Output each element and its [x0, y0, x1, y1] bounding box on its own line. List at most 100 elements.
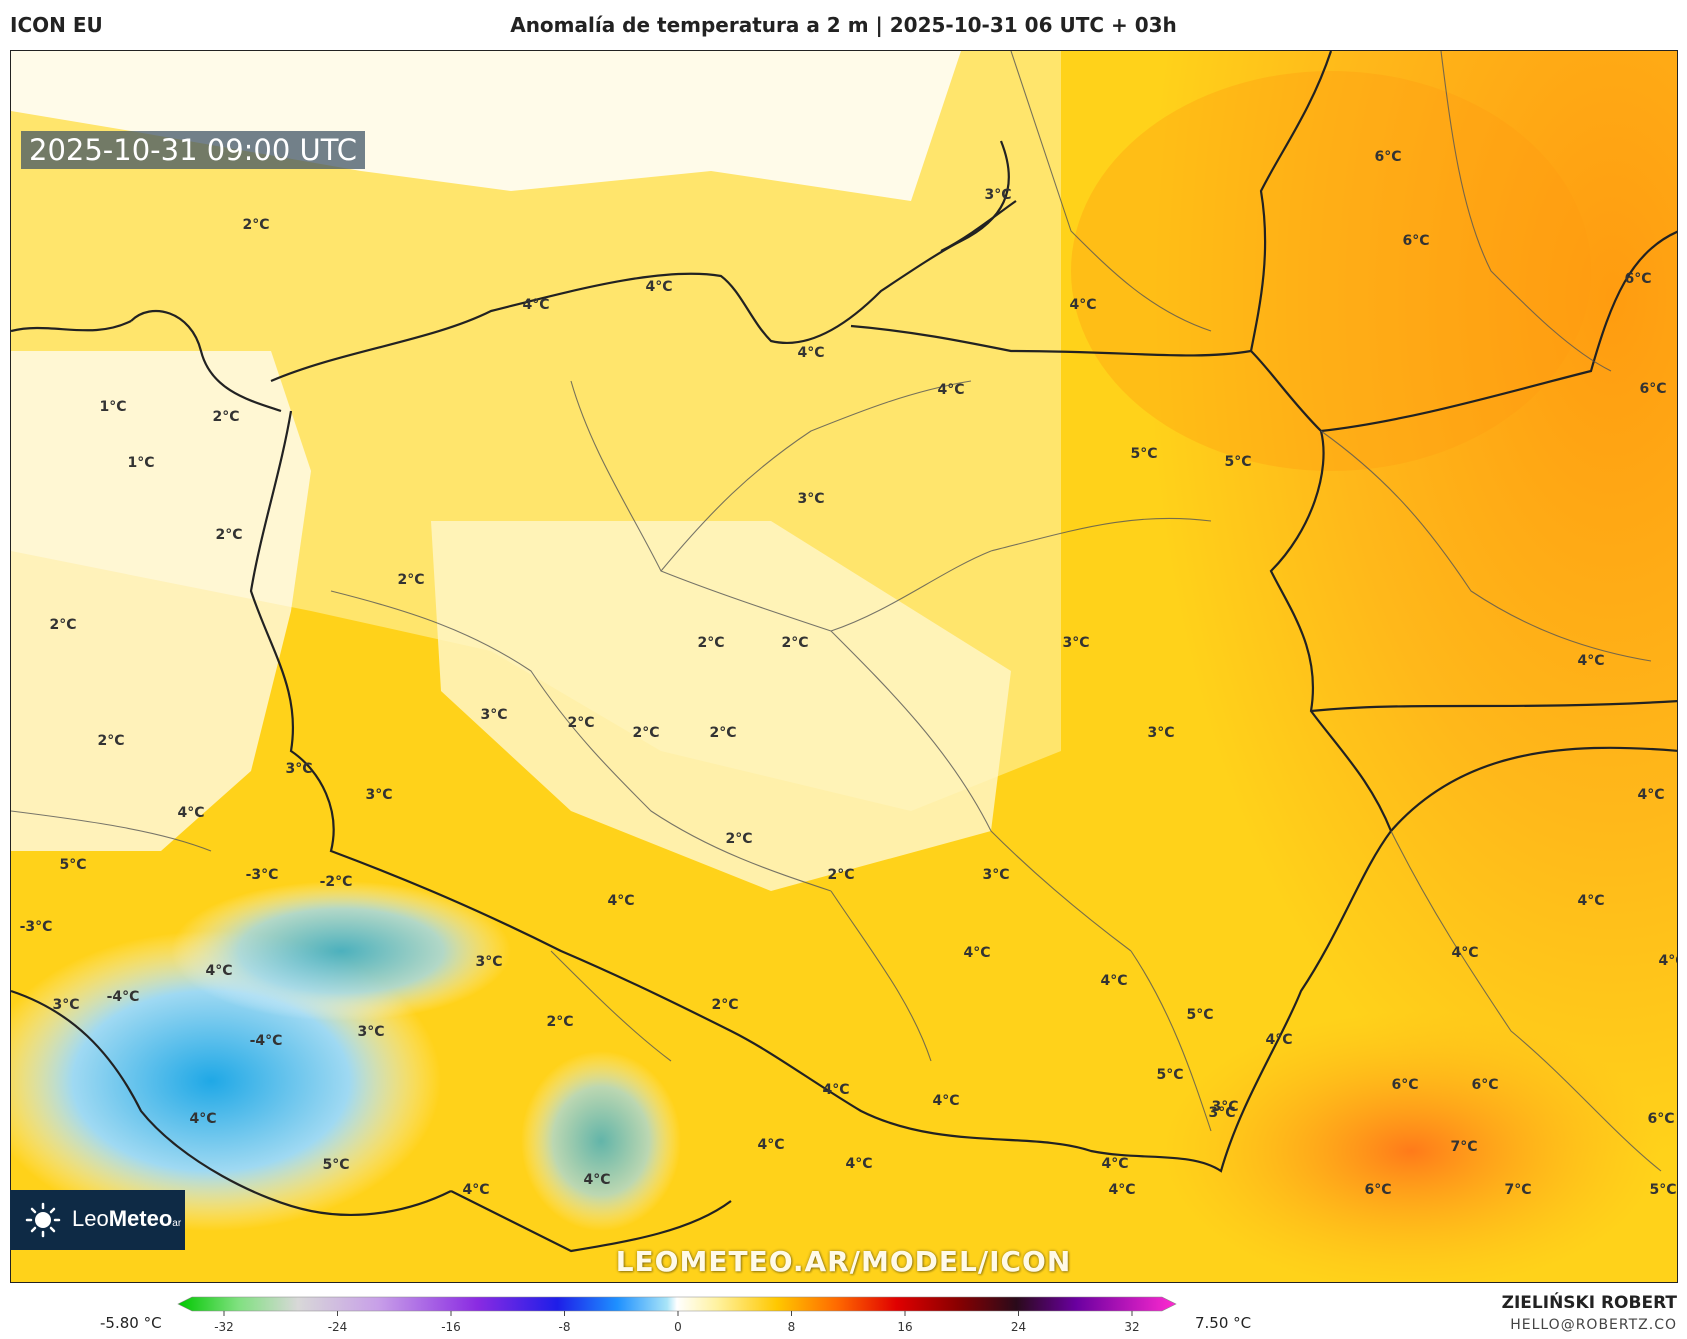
temperature-label: 3°C: [357, 1024, 384, 1040]
temperature-label: 2°C: [215, 527, 242, 543]
temperature-label: 3°C: [480, 707, 507, 723]
west-neutral-zone: [11, 351, 311, 851]
map-title: Anomalía de temperatura a 2 m | 2025-10-…: [510, 13, 1177, 37]
temperature-label: -3°C: [246, 867, 279, 883]
central-pale-zone: [431, 521, 1011, 891]
legend-tick-label: 24: [1011, 1320, 1026, 1334]
temperature-label: 4°C: [607, 893, 634, 909]
logo-text: LeoMeteoar: [72, 1206, 181, 1232]
southeast-hot-zone: [1161, 1011, 1661, 1282]
legend-min-value: -5.80 °C: [100, 1314, 162, 1332]
temperature-labels: 2°C 3°C 4°C 4°C 4°C 6°C 6°C 6°C 6°C 1°C 2°C 1°C 4°C 4…: [20, 149, 1678, 1198]
baltic-neutral-zone: [11, 51, 961, 201]
temperature-label: 4°C: [1658, 953, 1678, 969]
temperature-label: 4°C: [797, 345, 824, 361]
temperature-label: 4°C: [1577, 653, 1604, 669]
temperature-label: 2°C: [212, 409, 239, 425]
temperature-label: 4°C: [205, 963, 232, 979]
logo-suffix: ar: [172, 1218, 182, 1229]
temperature-label: 2°C: [781, 635, 808, 651]
legend-tick-label: -24: [328, 1320, 348, 1334]
author-name: ZIELIŃSKI ROBERT: [1501, 1293, 1677, 1313]
colorbar: -32 -24 -16 -8 0 8 16 24 32: [177, 1296, 1177, 1334]
legend-tick-label: 16: [897, 1320, 912, 1334]
map-canvas[interactable]: 2°C 3°C 4°C 4°C 4°C 6°C 6°C 6°C 6°C 1°C 2°C 1°C 4°C 4…: [11, 51, 1678, 1283]
temperature-label: 6°C: [1402, 233, 1429, 249]
temperature-label: 4°C: [1101, 1156, 1128, 1172]
temperature-label: 4°C: [462, 1182, 489, 1198]
temperature-label: 2°C: [397, 572, 424, 588]
temperature-label: 3°C: [52, 997, 79, 1013]
temperature-label: 3°C: [984, 187, 1011, 203]
temperature-label: 3°C: [365, 787, 392, 803]
temperature-label: 3°C: [1208, 1105, 1235, 1121]
temperature-label: 6°C: [1391, 1077, 1418, 1093]
temperature-label: 6°C: [1471, 1077, 1498, 1093]
temperature-label: 4°C: [645, 279, 672, 295]
temperature-label: 4°C: [1577, 893, 1604, 909]
temperature-label: 2°C: [697, 635, 724, 651]
model-name: ICON EU: [10, 13, 103, 37]
temperature-label: 7°C: [1450, 1139, 1477, 1155]
valid-time-badge: 2025-10-31 09:00 UTC: [21, 131, 366, 169]
sun-icon: [25, 1202, 61, 1238]
temperature-label: 4°C: [932, 1093, 959, 1109]
coastlines: [11, 140, 1017, 413]
cold-zone-ore: [171, 881, 511, 1021]
temperature-label: 2°C: [632, 725, 659, 741]
temperature-label: 3°C: [982, 867, 1009, 883]
temperature-label: -3°C: [20, 919, 53, 935]
temperature-label: 6°C: [1624, 271, 1651, 287]
header: ICON EU Anomalía de temperatura a 2 m | …: [0, 0, 1687, 50]
legend-max-value: 7.50 °C: [1195, 1314, 1252, 1332]
legend-tick-label: -32: [214, 1320, 234, 1334]
temperature-label: 2°C: [709, 725, 736, 741]
temperature-label: 4°C: [1451, 945, 1478, 961]
temperature-label: 1°C: [127, 455, 154, 471]
temperature-label: 5°C: [1156, 1067, 1183, 1083]
cold-zone-south: [521, 1051, 681, 1231]
temperature-label: 3°C: [1062, 635, 1089, 651]
logo-brand-bold: Meteo: [108, 1206, 173, 1231]
temperature-label: 2°C: [242, 217, 269, 233]
temperature-label: 6°C: [1374, 149, 1401, 165]
temperature-label: 2°C: [97, 733, 124, 749]
map-frame[interactable]: 2°C 3°C 4°C 4°C 4°C 6°C 6°C 6°C 6°C 1°C 2°C 1°C 4°C 4…: [10, 50, 1678, 1283]
temperature-label: -4°C: [107, 989, 140, 1005]
logo-brand-light: Leo: [72, 1206, 109, 1231]
temperature-label: 3°C: [285, 761, 312, 777]
temperature-label: 4°C: [189, 1111, 216, 1127]
temperature-label: 4°C: [963, 945, 990, 961]
color-legend: -5.80 °C -3: [0, 1283, 1687, 1339]
temperature-label: 3°C: [475, 954, 502, 970]
temperature-label: 7°C: [1504, 1182, 1531, 1198]
temperature-label: 3°C: [797, 491, 824, 507]
temperature-label: 4°C: [1265, 1032, 1292, 1048]
temperature-label: 2°C: [567, 715, 594, 731]
temperature-label: 2°C: [546, 1014, 573, 1030]
temperature-label: 4°C: [757, 1137, 784, 1153]
site-watermark: LEOMETEO.AR/MODEL/ICON: [615, 1245, 1072, 1278]
legend-tick-label: -16: [441, 1320, 461, 1334]
temperature-label: 4°C: [522, 297, 549, 313]
temperature-label: 4°C: [822, 1082, 849, 1098]
temperature-label: 2°C: [725, 831, 752, 847]
temperature-label: 2°C: [711, 997, 738, 1013]
legend-tick-label: -8: [559, 1320, 571, 1334]
author-email[interactable]: HELLO@ROBERTZ.CO: [1510, 1317, 1677, 1333]
temperature-label: 5°C: [59, 857, 86, 873]
temperature-label: 2°C: [827, 867, 854, 883]
temperature-label: 6°C: [1647, 1111, 1674, 1127]
temperature-label: 5°C: [322, 1157, 349, 1173]
temperature-label: -2°C: [320, 874, 353, 890]
region-borders: [11, 51, 1662, 1172]
temperature-label: 4°C: [1637, 787, 1664, 803]
leometeo-logo[interactable]: LeoMeteoar: [10, 1190, 185, 1250]
temperature-label: 3°C: [1211, 1099, 1238, 1115]
temperature-label: 4°C: [583, 1172, 610, 1188]
temperature-label: 5°C: [1224, 454, 1251, 470]
temperature-label: 4°C: [177, 805, 204, 821]
legend-ticks: -32 -24 -16 -8 0 8 16 24 32: [214, 1311, 1140, 1334]
legend-tick-label: 0: [674, 1320, 682, 1334]
temperature-label: 4°C: [1069, 297, 1096, 313]
